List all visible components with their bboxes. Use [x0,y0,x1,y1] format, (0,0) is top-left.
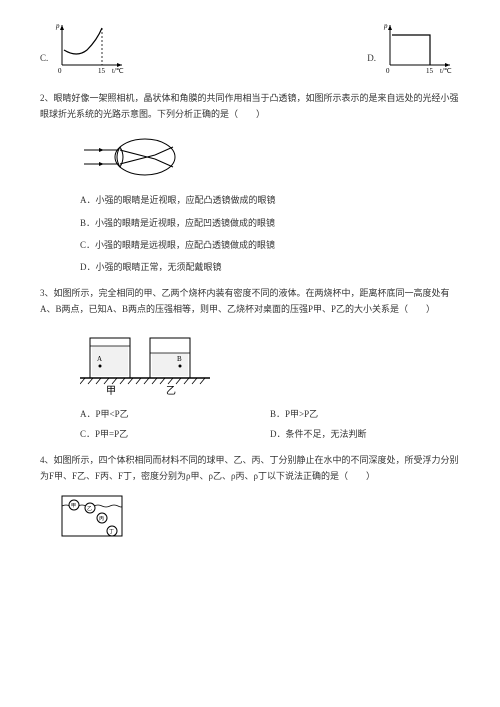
graph-c: C. 0 15 t/℃ p [40,20,132,76]
q2-opt-b: B．小强的眼睛是近视眼，应配凹透镜做成的眼镜 [80,215,460,231]
q3-text: 3、如图所示，完全相同的甲、乙两个烧杯内装有密度不同的液体。在两烧杯中，距离杯底… [40,285,460,317]
q3-opt-d: D．条件不足，无法判断 [270,426,460,442]
graph-d: D. 0 15 t/℃ p [367,20,460,76]
beaker-jia-label: 甲 [106,386,116,396]
svg-text:15: 15 [98,67,106,75]
q3-opt-b: B．P甲>P乙 [270,406,460,422]
svg-text:15: 15 [426,67,434,75]
graph-row: C. 0 15 t/℃ p D. 0 15 t/℃ [40,20,460,76]
svg-text:丁: 丁 [109,529,114,535]
q3-opt-a: A．P甲<P乙 [80,406,270,422]
svg-text:B: B [177,355,182,363]
svg-text:t/℃: t/℃ [112,67,124,75]
eye-ray-diagram [80,132,210,182]
q2-opt-a: A．小强的眼睛是近视眼，应配凸透镜做成的眼镜 [80,192,460,208]
graph-c-svg: 0 15 t/℃ p [52,20,132,76]
q4-text: 4、如图所示，四个体积相同而材料不同的球甲、乙、丙、丁分别静止在水中的不同深度处… [40,452,460,484]
svg-text:t/℃: t/℃ [440,67,452,75]
beaker-yi-label: 乙 [166,385,176,396]
q2-opt-c: C．小强的眼睛是远视眼，应配凸透镜做成的眼镜 [80,237,460,253]
svg-text:A: A [97,355,102,363]
q3-diagram: A B 甲 乙 [80,328,460,396]
q3-opt-c: C．P甲=P乙 [80,426,270,442]
graph-c-label: C. [40,50,48,66]
svg-text:乙: 乙 [87,505,92,512]
svg-text:0: 0 [386,67,390,75]
q4-diagram: 甲 乙 丙 丁 [60,494,460,542]
q3-opts-cd: C．P甲=P乙 D．条件不足，无法判断 [80,426,460,442]
svg-text:p: p [55,22,60,30]
graph-d-label: D. [367,50,376,66]
q2-text: 2、眼睛好像一架照相机，晶状体和角膜的共同作用相当于凸透镜，如图所示表示的是来自… [40,90,460,122]
q2-diagram [80,132,460,182]
svg-text:丙: 丙 [99,516,104,522]
svg-text:0: 0 [58,67,62,75]
svg-text:p: p [383,22,388,30]
graph-d-svg: 0 15 t/℃ p [380,20,460,76]
svg-text:甲: 甲 [71,503,76,509]
q3-opts-ab: A．P甲<P乙 B．P甲>P乙 [80,406,460,422]
water-balls-diagram: 甲 乙 丙 丁 [60,494,130,542]
beakers-diagram: A B 甲 乙 [80,328,220,396]
q2-opt-d: D．小强的眼睛正常，无须配戴眼镜 [80,259,460,275]
